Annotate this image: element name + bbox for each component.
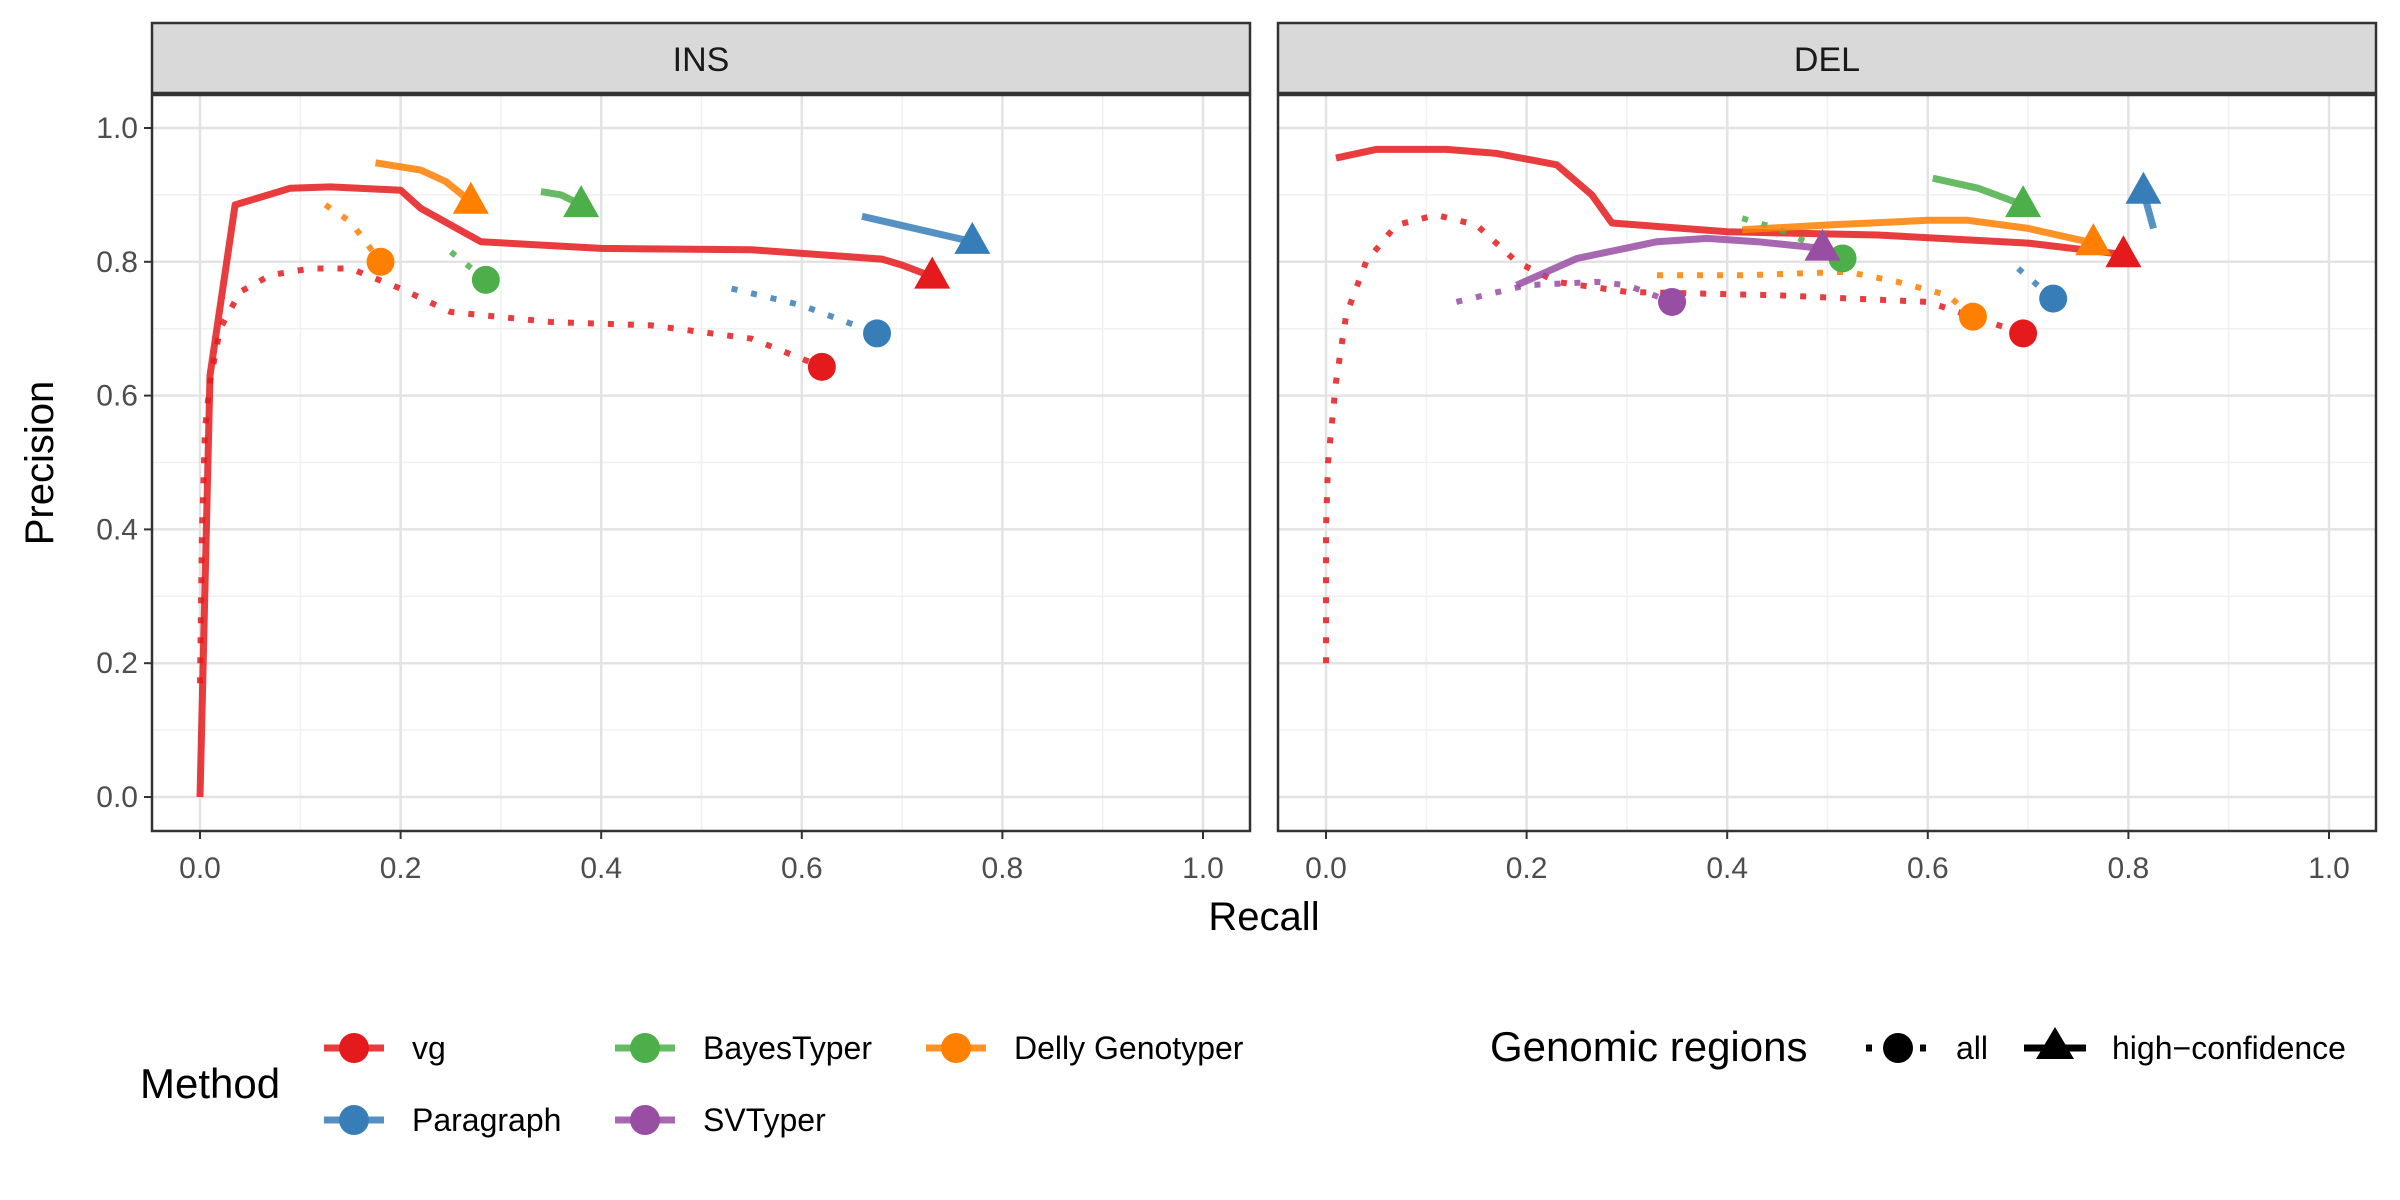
x-tick-label: 0.4 — [580, 852, 622, 885]
legend-genomic-regions: Genomic regions all high−confidence — [1490, 1023, 2346, 1070]
data-point-bayestyper-high-confidence — [2005, 185, 2042, 218]
legend-key-point-high-confidence — [2036, 1027, 2074, 1059]
y-tick-label: 0.4 — [96, 513, 138, 546]
facet-strip — [1276, 21, 2378, 95]
data-point-paragraph-high-confidence — [2125, 171, 2162, 204]
y-tick-label: 0.6 — [96, 380, 138, 413]
series-line-paragraph-all — [730, 285, 879, 337]
legend-key-point-vg — [339, 1033, 369, 1063]
legend-label-svtyper: SVTyper — [703, 1102, 826, 1138]
series-line-paragraph-all — [2016, 266, 2056, 301]
x-tick-label: 0.0 — [1305, 852, 1347, 885]
data-point-delly-genotyper-high-confidence — [2075, 223, 2112, 256]
x-tick-label: 0.6 — [781, 852, 823, 885]
y-tick-label: 0.0 — [96, 781, 138, 814]
series-line-paragraph-high-confidence — [861, 212, 974, 246]
series-line-svtyper-all — [1455, 278, 1674, 305]
data-point-paragraph-all — [2039, 284, 2068, 313]
x-tick-label: 0.0 — [179, 852, 221, 885]
legend-key-point-paragraph — [339, 1105, 369, 1135]
y-tick-label: 1.0 — [96, 112, 138, 145]
data-point-vg-all — [2009, 319, 2038, 348]
data-point-paragraph-high-confidence — [954, 221, 991, 254]
data-point-vg-all — [807, 352, 836, 381]
y-axis-title: Precision — [18, 381, 62, 546]
legend-label-bayestyper: BayesTyper — [703, 1030, 872, 1066]
series-line-delly-genotyper-all — [323, 202, 383, 264]
data-point-paragraph-all — [863, 319, 892, 348]
facet-strip-label: INS — [673, 41, 730, 79]
legend-label-delly-genotyper: Delly Genotyper — [1014, 1030, 1244, 1066]
legend-label-all: all — [1956, 1030, 1988, 1066]
x-tick-label: 0.8 — [2108, 852, 2150, 885]
series-line-delly-genotyper-high-confidence — [374, 159, 473, 205]
x-tick-label: 1.0 — [1182, 852, 1224, 885]
legend-label-paragraph: Paragraph — [412, 1102, 561, 1138]
series-line-bayestyper-all — [448, 249, 488, 283]
series-line-vg-high-confidence — [196, 183, 934, 798]
legend-key-point-delly-genotyper — [941, 1033, 971, 1063]
x-tick-label: 1.0 — [2308, 852, 2350, 885]
data-point-bayestyper-high-confidence — [563, 185, 600, 218]
legend-key-point-svtyper — [630, 1105, 660, 1135]
panel-del: DEL 0.0 0.2 0.4 0.6 0.8 1.0 — [1276, 21, 2378, 885]
legend-key-point-all — [1883, 1033, 1913, 1063]
data-point-delly-genotyper-all — [1958, 302, 1987, 331]
panel-border — [1276, 93, 2378, 833]
data-point-svtyper-all — [1658, 287, 1687, 316]
series-line-bayestyper-high-confidence — [1932, 174, 2025, 209]
series-line-svtyper-high-confidence — [1515, 234, 1823, 289]
data-point-delly-genotyper-all — [366, 247, 395, 276]
legend-regions-title: Genomic regions — [1490, 1023, 1807, 1070]
y-tick-label: 0.2 — [96, 647, 138, 680]
data-point-vg-high-confidence — [914, 256, 951, 289]
legend-key-point-bayestyper — [630, 1033, 660, 1063]
legend-method: Method vg Paragraph BayesTyper SVTyper Delly … — [140, 1030, 1244, 1138]
legend-label-vg: vg — [412, 1030, 446, 1066]
data-point-svtyper-high-confidence — [1804, 228, 1841, 261]
data-point-bayestyper-all — [471, 265, 500, 294]
data-point-vg-high-confidence — [2105, 235, 2142, 268]
legend-label-high-confidence: high−confidence — [2112, 1030, 2346, 1066]
y-tick-label: 0.8 — [96, 246, 138, 279]
x-tick-label: 0.6 — [1907, 852, 1949, 885]
facet-strip-label: DEL — [1794, 41, 1860, 79]
series-line-vg-high-confidence — [1335, 145, 2129, 259]
panel-ins: INS 0.0 0.2 0.4 0.6 0.8 1.0 0.0 0.2 0.4 0.6 0.8 1.0 — [96, 21, 1252, 885]
series-line-delly-genotyper-high-confidence — [1742, 216, 2095, 247]
panel-border — [150, 93, 1252, 833]
facet-strip — [150, 21, 1252, 95]
data-point-bayestyper-all — [1828, 244, 1857, 273]
x-axis-title: Recall — [1208, 895, 1319, 939]
x-tick-label: 0.2 — [1506, 852, 1548, 885]
data-point-delly-genotyper-high-confidence — [452, 181, 489, 214]
x-tick-label: 0.4 — [1706, 852, 1748, 885]
x-tick-label: 0.2 — [380, 852, 422, 885]
x-tick-label: 0.8 — [982, 852, 1024, 885]
legend-method-title: Method — [140, 1060, 280, 1107]
